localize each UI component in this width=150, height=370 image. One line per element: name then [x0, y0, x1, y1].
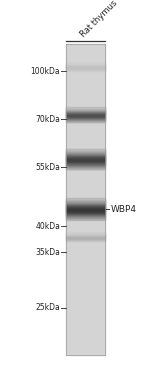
Text: 55kDa: 55kDa [35, 163, 60, 172]
Text: WBP4: WBP4 [110, 205, 136, 213]
Text: 25kDa: 25kDa [35, 303, 60, 312]
Text: 35kDa: 35kDa [35, 248, 60, 257]
Text: 70kDa: 70kDa [35, 115, 60, 124]
Text: 40kDa: 40kDa [35, 222, 60, 231]
Text: 100kDa: 100kDa [30, 67, 60, 75]
Text: Rat thymus: Rat thymus [78, 0, 119, 39]
